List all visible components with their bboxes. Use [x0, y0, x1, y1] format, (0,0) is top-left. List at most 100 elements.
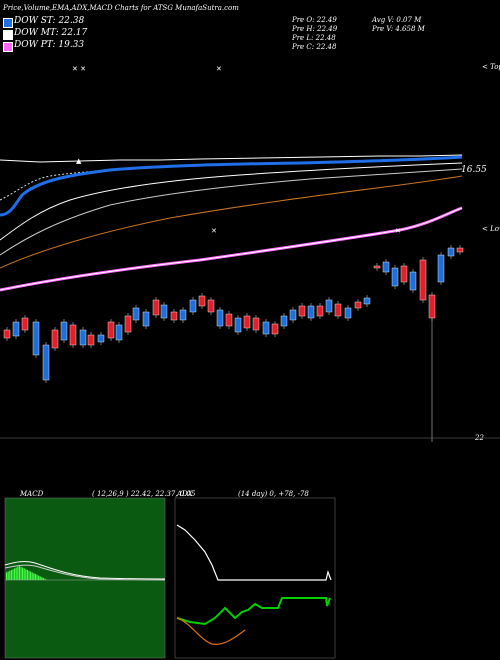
macd-histogram-bar [25, 569, 27, 580]
legend-mt: DOW MT: 22.17 [14, 28, 88, 38]
macd-histogram-bar [12, 569, 14, 580]
candle-body [3, 329, 11, 339]
macd-histogram-bar [18, 566, 20, 580]
candle-body [262, 321, 270, 335]
candle-body [354, 301, 362, 309]
candle-body [234, 317, 242, 333]
macd-histogram-bar [22, 567, 24, 580]
candle-body [428, 294, 436, 319]
svg-text:✕: ✕ [216, 65, 222, 73]
candle-body [189, 299, 197, 313]
macd-histogram-bar [14, 568, 16, 580]
candle-body [97, 334, 105, 343]
candle-body [325, 299, 333, 313]
macd-histogram-bar [10, 570, 12, 580]
prev-high: Pre H: 22.49 [292, 25, 338, 33]
candle-body [207, 299, 215, 313]
candle-body [12, 321, 20, 337]
legend-swatch-mt [3, 30, 13, 40]
prev-volume: Pre V: 4.658 M [372, 25, 425, 33]
level-label: 16.55 [461, 165, 487, 175]
candle-body [307, 305, 315, 319]
candle-body [280, 315, 288, 327]
candle-body [344, 307, 352, 319]
price-chart: ✕ ✕ ✕ ✕ ✕ ▲ [0, 65, 500, 442]
candles [3, 245, 464, 442]
candle-body [60, 321, 68, 341]
avg-volume: Avg V: 0.07 M [372, 16, 422, 24]
legend-swatch-pt [3, 42, 13, 52]
prev-close: Pre C: 22.48 [292, 43, 337, 51]
candle-body [152, 299, 160, 316]
macd-histogram-bar [20, 566, 22, 580]
ema-short [0, 155, 463, 217]
candle-body [170, 311, 178, 321]
macd-histogram-bar [39, 576, 41, 580]
prev-low: Pre L: 22.48 [292, 34, 336, 42]
lows-label: < Lows [482, 225, 500, 233]
candle-body [132, 307, 140, 321]
candle-body [298, 305, 306, 317]
macd-histogram-bar [38, 575, 40, 580]
macd-histogram-bar [41, 577, 43, 580]
candle-body [87, 334, 95, 346]
candle-body [289, 309, 297, 321]
legend-st: DOW ST: 22.38 [14, 16, 85, 26]
candle-body [271, 323, 279, 335]
macd-histogram-bar [6, 572, 8, 580]
macd-histogram-bar [9, 570, 11, 580]
candle-body [400, 265, 408, 283]
candle-body [382, 261, 390, 273]
legend-pt: DOW PT: 19.33 [14, 40, 85, 50]
tops-label: < Tops [482, 63, 500, 71]
macd-histogram-bar [42, 578, 44, 580]
candle-body [142, 311, 150, 327]
candle-body [32, 321, 40, 356]
macd-title: MACD [20, 490, 44, 498]
macd-histogram-bar [23, 568, 25, 580]
svg-text:▲: ▲ [76, 157, 82, 165]
candle-body [447, 247, 455, 257]
svg-text:✕: ✕ [211, 227, 217, 235]
candle-body [409, 271, 417, 291]
candle-body [363, 297, 371, 305]
candle-body [334, 303, 342, 317]
macd-histogram-bar [33, 573, 35, 580]
ema-mid-white [0, 162, 463, 241]
macd-histogram-bar [7, 571, 9, 580]
macd-histogram-bar [31, 572, 33, 580]
candle-body [437, 254, 445, 283]
macd-histogram-bar [17, 566, 19, 580]
macd-histogram-bar [28, 570, 30, 580]
ema-long-inner [0, 207, 463, 291]
candle-body [216, 309, 224, 327]
candle-body [51, 329, 59, 349]
candle-body [107, 321, 115, 339]
candle-body [42, 344, 50, 381]
macd-histogram-bar [30, 571, 32, 580]
macd-params: ( 12,26,9 ) 22.42, 22.37, 0.05 [92, 490, 196, 498]
prev-open: Pre O: 22.49 [292, 16, 337, 24]
candle-body [198, 295, 206, 307]
ema-orange [0, 175, 463, 269]
ema-mid-white-2 [0, 168, 463, 256]
candle-body [419, 259, 427, 301]
macd-histogram-bar [36, 574, 38, 580]
candle-body [160, 304, 168, 319]
ema-white-flat [0, 154, 463, 163]
adx-params: (14 day) 0, +78, -78 [238, 490, 309, 498]
chart-title: Price,Volume,EMA,ADX,MACD Charts for ATS… [3, 4, 239, 12]
candle-body [115, 324, 123, 341]
candle-body [225, 313, 233, 327]
legend-swatch-st [3, 18, 13, 28]
macd-histogram-bar [15, 567, 17, 580]
macd-histogram-bar [26, 570, 28, 580]
macd-histogram-bar [44, 578, 46, 580]
adx-title: ADX [177, 490, 193, 498]
candle-body [243, 315, 251, 329]
candle-body [391, 267, 399, 287]
svg-text:✕: ✕ [395, 227, 401, 235]
candle-body [456, 247, 464, 253]
candle-body [69, 324, 77, 346]
candle-body [252, 317, 260, 331]
